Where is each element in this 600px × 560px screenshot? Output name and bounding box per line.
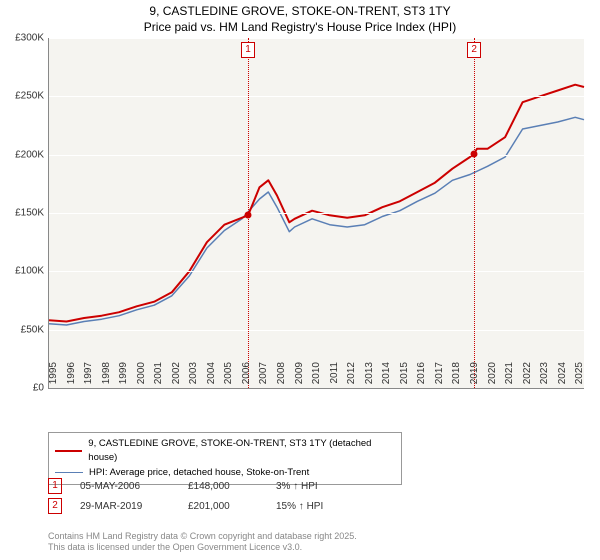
y-tick-label: £0	[4, 383, 44, 394]
x-tick-label: 2019	[469, 362, 480, 392]
x-tick-label: 2024	[557, 362, 568, 392]
x-tick-label: 2015	[399, 362, 410, 392]
x-tick-label: 2006	[241, 362, 252, 392]
price-row: 2 29-MAR-2019 £201,000 15% ↑ HPI	[48, 496, 366, 516]
gridline	[49, 155, 584, 156]
chart-title: 9, CASTLEDINE GROVE, STOKE-ON-TRENT, ST3…	[0, 0, 600, 35]
gridline	[49, 213, 584, 214]
price-table: 1 05-MAY-2006 £148,000 3% ↑ HPI 2 29-MAR…	[48, 476, 366, 516]
sale-pct: 3% ↑ HPI	[276, 481, 366, 492]
x-tick-label: 2018	[451, 362, 462, 392]
x-tick-label: 2009	[294, 362, 305, 392]
x-tick-label: 2014	[381, 362, 392, 392]
series-property	[49, 85, 584, 322]
legend-swatch	[55, 450, 82, 452]
x-tick-label: 2005	[223, 362, 234, 392]
y-tick-label: £250K	[4, 91, 44, 102]
legend-swatch	[55, 472, 83, 474]
marker-badge: 1	[48, 478, 62, 494]
y-tick-label: £200K	[4, 149, 44, 160]
x-tick-label: 2010	[311, 362, 322, 392]
series-hpi	[49, 117, 584, 325]
marker-badge: 2	[467, 42, 481, 58]
x-tick-label: 2013	[364, 362, 375, 392]
title-line1: 9, CASTLEDINE GROVE, STOKE-ON-TRENT, ST3…	[0, 4, 600, 20]
sale-price: £201,000	[188, 501, 258, 512]
x-tick-label: 2008	[276, 362, 287, 392]
x-tick-label: 2025	[574, 362, 585, 392]
marker-dot	[245, 212, 252, 219]
x-tick-label: 2016	[416, 362, 427, 392]
x-tick-label: 1997	[83, 362, 94, 392]
marker-dot	[471, 150, 478, 157]
x-tick-label: 1999	[118, 362, 129, 392]
sale-price: £148,000	[188, 481, 258, 492]
y-tick-label: £300K	[4, 33, 44, 44]
x-tick-label: 2001	[153, 362, 164, 392]
x-tick-label: 2007	[258, 362, 269, 392]
x-tick-label: 1996	[66, 362, 77, 392]
legend-label: 9, CASTLEDINE GROVE, STOKE-ON-TRENT, ST3…	[88, 437, 395, 466]
x-tick-label: 2011	[329, 362, 340, 392]
sale-pct: 15% ↑ HPI	[276, 501, 366, 512]
gridline	[49, 96, 584, 97]
gridline	[49, 38, 584, 39]
marker-badge: 2	[48, 498, 62, 514]
x-tick-label: 2020	[487, 362, 498, 392]
legend-item: 9, CASTLEDINE GROVE, STOKE-ON-TRENT, ST3…	[55, 437, 395, 466]
gridline	[49, 330, 584, 331]
x-tick-label: 2002	[171, 362, 182, 392]
x-tick-label: 1995	[48, 362, 59, 392]
footer-line2: This data is licensed under the Open Gov…	[48, 542, 357, 554]
x-tick-label: 2022	[522, 362, 533, 392]
plot-area: 12	[48, 38, 584, 389]
footer: Contains HM Land Registry data © Crown c…	[48, 531, 357, 554]
footer-line1: Contains HM Land Registry data © Crown c…	[48, 531, 357, 543]
marker-vline	[474, 38, 475, 388]
x-tick-label: 2004	[206, 362, 217, 392]
y-tick-label: £150K	[4, 208, 44, 219]
y-tick-label: £50K	[4, 324, 44, 335]
x-tick-label: 2000	[136, 362, 147, 392]
x-tick-label: 1998	[101, 362, 112, 392]
x-tick-label: 2003	[188, 362, 199, 392]
sale-date: 05-MAY-2006	[80, 481, 170, 492]
sale-date: 29-MAR-2019	[80, 501, 170, 512]
price-row: 1 05-MAY-2006 £148,000 3% ↑ HPI	[48, 476, 366, 496]
y-tick-label: £100K	[4, 266, 44, 277]
marker-badge: 1	[241, 42, 255, 58]
x-tick-label: 2021	[504, 362, 515, 392]
x-tick-label: 2023	[539, 362, 550, 392]
chart: 12 £0£50K£100K£150K£200K£250K£300K199519…	[0, 38, 600, 428]
x-tick-label: 2012	[346, 362, 357, 392]
gridline	[49, 271, 584, 272]
title-line2: Price paid vs. HM Land Registry's House …	[0, 20, 600, 36]
x-tick-label: 2017	[434, 362, 445, 392]
